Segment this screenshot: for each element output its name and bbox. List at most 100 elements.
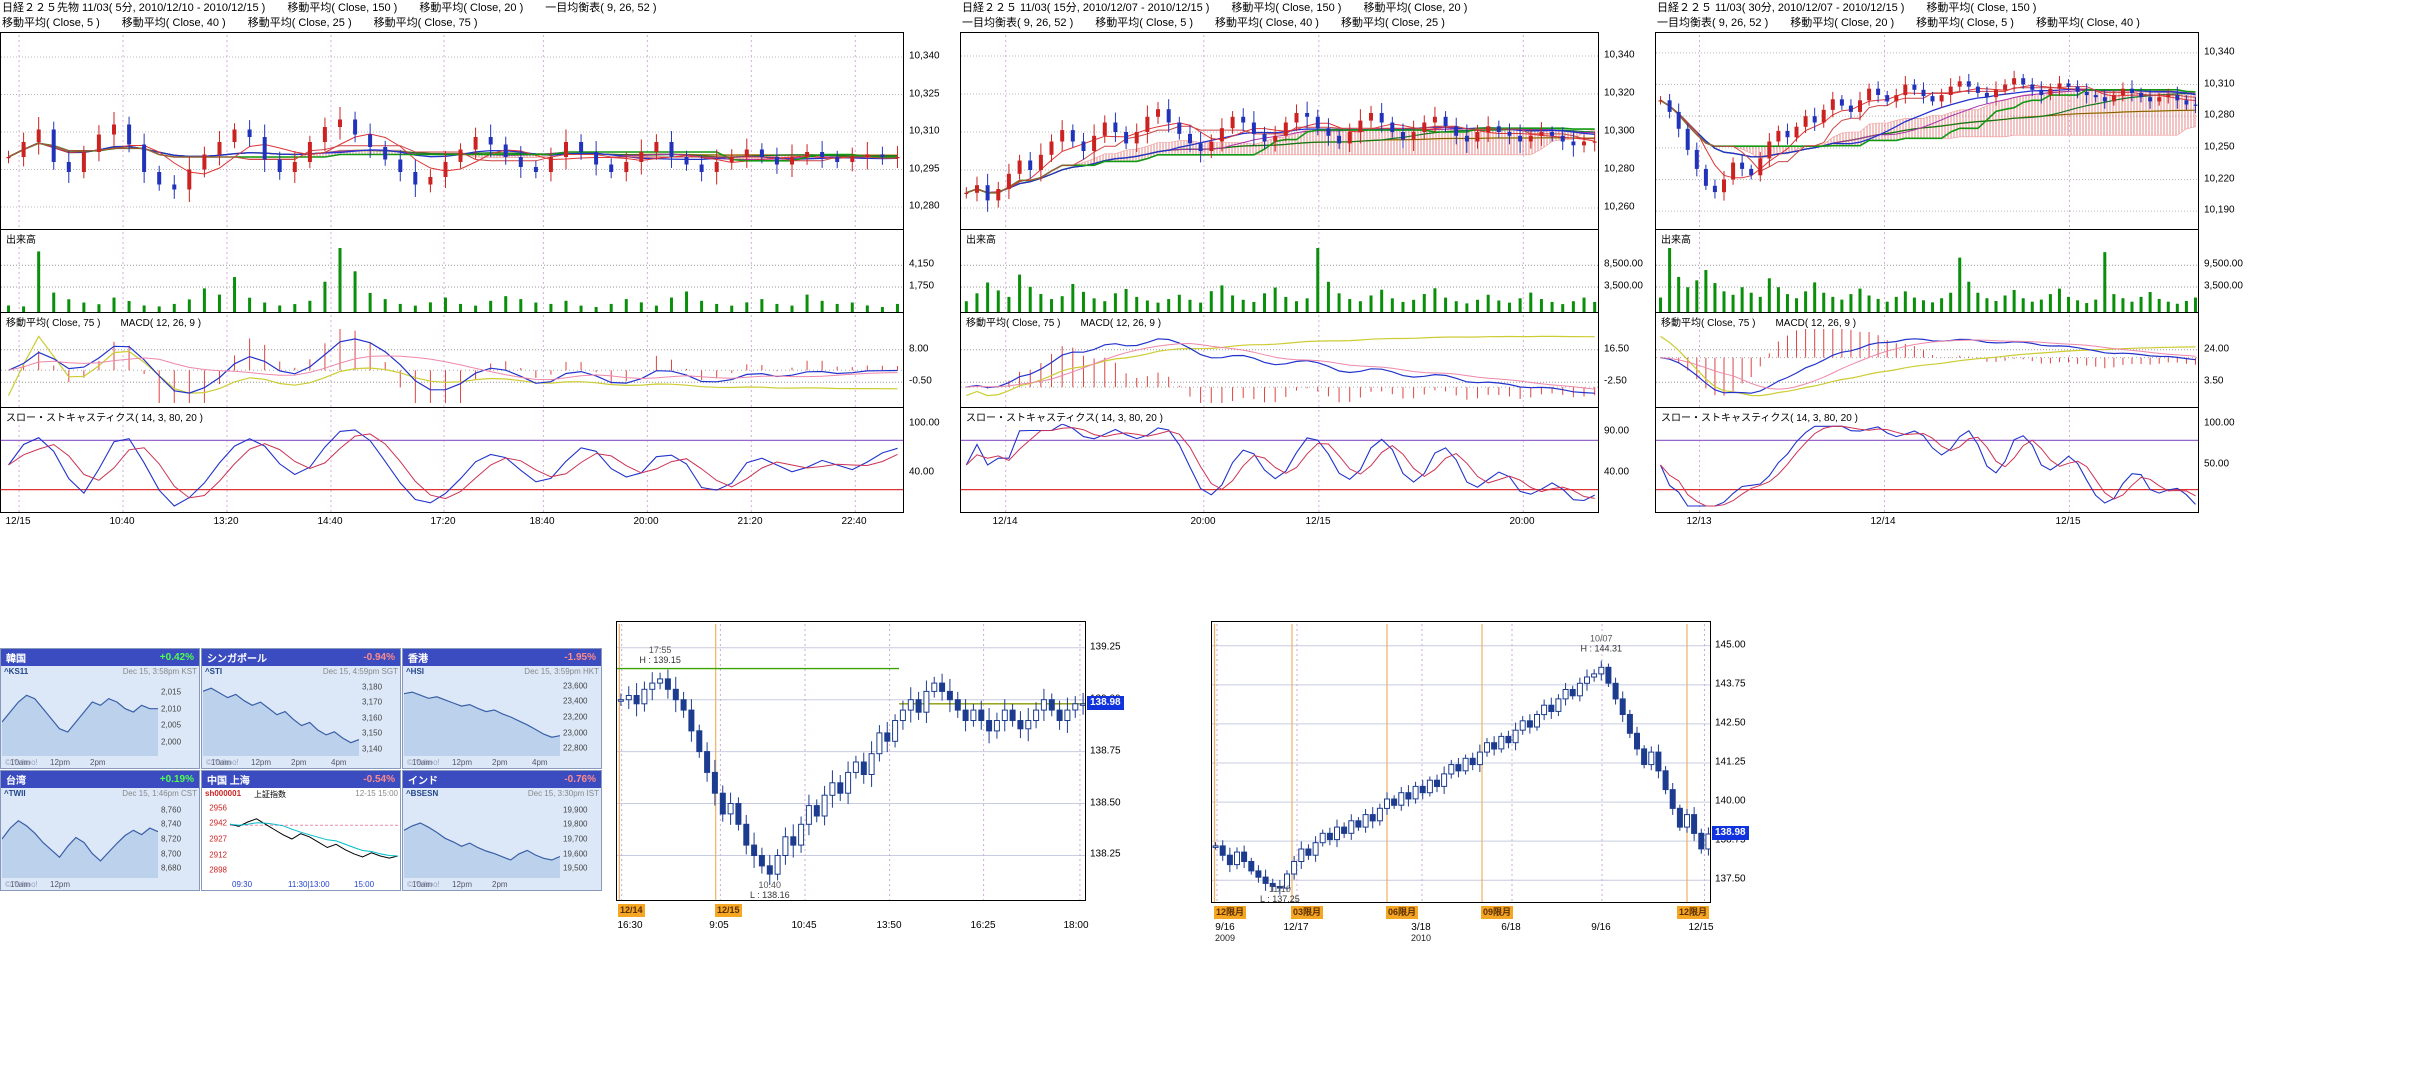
mini-chart-canvas [404,822,560,878]
mini-y-axis-label: 3,180 [362,682,383,692]
stochastics-label: スロー・ストキャスティクス( 14, 3, 80, 20 ) [963,409,1166,424]
volume-axis-label: 9,500.00 [2204,258,2243,270]
fx-chart-canvas: 17:55H : 139.15 10:40L : 138.16 [616,621,1086,901]
session-badge: 12限月 [1677,906,1710,919]
fx-y-axis-label: 138.75 [1715,834,1746,846]
widget-header: 韓国 +0.42% [1,649,199,666]
quote-timestamp: Dec 15, 4:59pm SGT [322,667,398,676]
quote-timestamp: Dec 15, 3:59pm HKT [524,667,599,676]
market-widget-singapore[interactable]: シンガポール -0.94% ^STI Dec 15, 4:59pm SGT 3,180 3… [201,648,401,769]
mini-time-label: 11:30|13:00 [288,880,330,889]
widget-header: シンガポール -0.94% [202,649,400,666]
mini-chart-canvas [230,818,398,859]
price-axis-label: 10,295 [909,163,940,175]
widget-chart-area: ^HSI Dec 15, 3:59pm HKT 23,600 23,400 23,200… [403,666,601,768]
x-axis-label: 20:00 [1509,516,1535,527]
mini-y-axis-label: 23,200 [563,712,588,722]
nikkei-225-15min-panel: 日経２２５ 11/03( 15分, 2010/12/07 - 2010/12/1… [960,0,1653,538]
percent-change: -0.54% [363,774,395,785]
price-axis-label: 10,340 [2204,46,2235,58]
x-axis-label: 12/14 [992,516,1018,527]
fx-y-axis-label: 142.50 [1715,717,1746,729]
price-axis-label: 10,220 [2204,173,2235,185]
mini-y-axis-label: 19,700 [563,834,588,844]
mini-time-label: 12pm [50,880,71,889]
percent-change: +0.19% [159,774,194,785]
fx-y-axis-label: 143.75 [1715,678,1746,690]
mini-y-axis-label: 19,600 [563,849,588,859]
mini-y-axis-label: 2,015 [161,687,182,697]
x-axis-label: 12/15 [5,516,31,527]
mini-y-axis-label: 22,800 [563,743,588,753]
macd-axis-label: 3.50 [2204,375,2224,387]
x-axis-label: 12/15 [2055,516,2081,527]
ticker-symbol: ^BSESN [406,789,439,798]
ticker-symbol: ^STI [205,667,223,676]
stochastics-axis-label: 40.00 [909,466,935,478]
volume-label: 出来高 [963,231,999,246]
high-annotation-time: 10/07 [1590,633,1613,643]
yahoo-watermark: © Yahoo! [407,758,440,767]
market-widget-korea[interactable]: 韓国 +0.42% ^KS11 Dec 15, 3:58pm KST 2,015 2,01… [0,648,200,769]
mini-y-axis-label: 2,000 [161,737,182,747]
x-axis-label: 14:40 [317,516,343,527]
high-annotation-value: H : 144.31 [1581,643,1623,653]
price-chart-canvas [0,32,904,230]
mini-time-label: 2pm [492,758,508,767]
fx-x-axis-label: 9/16 2009 [1214,922,1236,943]
market-widget-india[interactable]: インド -0.76% ^BSESN Dec 15, 3:30pm IST 19,900 1… [402,770,602,891]
mini-time-label: 12pm [50,758,71,767]
mini-y-axis-label: 8,680 [161,863,182,873]
region-name: 韓国 [6,654,26,665]
mini-time-label: 12pm [452,758,473,767]
chart-title-line2: 一目均衡表( 9, 26, 52 ) 移動平均( Close, 20 ) 移動平… [1657,17,2140,29]
fx-y-axis-label: 145.00 [1715,639,1746,651]
volume-axis-label: 1,750 [909,280,935,292]
yahoo-watermark: © Yahoo! [407,880,440,889]
fx-y-axis-label: 139.25 [1090,641,1121,653]
mini-y-axis-label: 23,000 [563,728,588,738]
nikkei-225-futures-5min-panel: 日経２２５先物 11/03( 5分, 2010/12/10 - 2010/12/… [0,0,958,538]
x-axis-label: 21:20 [737,516,763,527]
market-widget-hongkong[interactable]: 香港 -1.95% ^HSI Dec 15, 3:59pm HKT 23,600 23,4… [402,648,602,769]
fx-y-axis-label: 138.75 [1090,745,1121,757]
price-axis-label: 10,280 [909,200,940,212]
fx-chart-canvas: 10/07H : 144.31 11/10L : 137.25 [1211,621,1711,903]
quote-timestamp: Dec 15, 3:30pm IST [527,789,599,798]
volume-axis-label: 3,500.00 [2204,280,2243,292]
volume-axis-label: 4,150 [909,258,935,270]
x-axis-label: 20:00 [1190,516,1216,527]
session-badge: 03限月 [1291,906,1324,919]
price-axis-label: 10,260 [1604,201,1635,213]
percent-change: +0.42% [159,652,194,663]
nikkei-225-30min-panel: 日経２２５ 11/03( 30分, 2010/12/07 - 2010/12/1… [1655,0,2253,538]
mini-y-axis-label: 19,800 [563,819,588,829]
fx-y-axis-label: 141.25 [1715,756,1746,768]
market-widget-shanghai[interactable]: 中国 上海 -0.54% sh000001 上証指数 12-15 15:00 2956 29… [201,770,401,891]
mini-y-axis-label: 3,150 [362,728,383,738]
volume-label: 出来高 [1658,231,1694,246]
price-axis-label: 10,250 [2204,141,2235,153]
session-badge: 12/15 [715,904,742,917]
high-annotation-value: H : 139.15 [639,655,681,665]
stochastics-axis-label: 100.00 [909,417,940,429]
macd-axis-label: -2.50 [1604,375,1627,387]
mini-y-axis-label: 2912 [209,850,227,860]
macd-axis-label: 16.50 [1604,343,1630,355]
yahoo-watermark: © Yahoo! [206,758,239,767]
market-widget-taiwan[interactable]: 台湾 +0.19% ^TWII Dec 15, 1:46pm CST 8,760 8,74… [0,770,200,891]
widget-header: 中国 上海 -0.54% [202,771,400,788]
low-annotation-time: 10:40 [759,880,782,890]
mini-y-axis-label: 2942 [209,818,227,828]
macd-label: 移動平均( Close, 75 ) MACD( 12, 26, 9 ) [3,314,205,329]
stochastics-chart-canvas [1655,407,2199,513]
x-axis-label: 12/13 [1686,516,1712,527]
mini-chart-canvas [203,687,359,756]
macd-axis-label: -0.50 [909,375,932,387]
quote-timestamp: Dec 15, 3:58pm KST [122,667,197,676]
mini-y-axis-label: 2898 [209,865,227,875]
index-name: 上証指数 [254,790,286,799]
price-axis-label: 10,310 [909,125,940,137]
fx-x-axis-label: 3/18 2010 [1410,922,1432,943]
mini-time-label: 12pm [452,880,473,889]
